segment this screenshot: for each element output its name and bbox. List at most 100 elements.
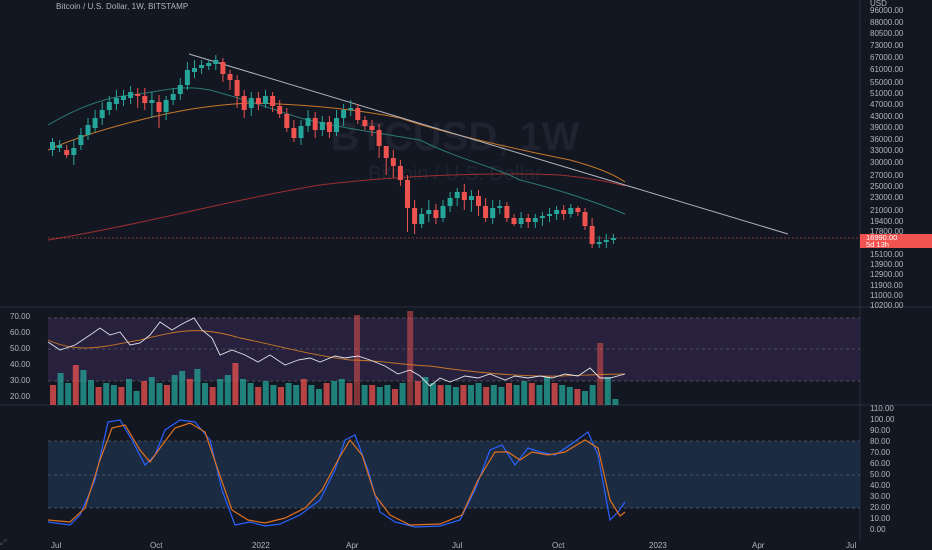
stoch-tick-label: 80.00 bbox=[870, 437, 891, 446]
candle-body bbox=[64, 150, 70, 155]
candle-body bbox=[610, 238, 616, 240]
candle-body bbox=[192, 68, 197, 72]
candle-body bbox=[326, 122, 332, 132]
candle-body bbox=[57, 145, 63, 148]
volume-bar bbox=[57, 373, 64, 405]
candle-body bbox=[199, 65, 205, 68]
volume-bar bbox=[224, 375, 231, 405]
rsi-line bbox=[47, 317, 626, 387]
candle-body bbox=[248, 98, 254, 108]
candle-body bbox=[603, 240, 609, 242]
zoom-icon[interactable]: ⤢ bbox=[0, 538, 7, 547]
volume-bar bbox=[536, 385, 543, 405]
volume-bar bbox=[293, 385, 300, 405]
price-tick-label: 12900.00 bbox=[870, 270, 904, 279]
volume-bar bbox=[202, 383, 208, 405]
volume-bar bbox=[308, 385, 315, 405]
candle-body bbox=[575, 208, 581, 212]
price-tick-label: 25000.00 bbox=[870, 182, 904, 191]
candle-body bbox=[255, 98, 261, 104]
volume-bar bbox=[110, 385, 117, 405]
volume-bar bbox=[285, 383, 292, 405]
candle-body bbox=[277, 106, 283, 114]
candle-body bbox=[490, 208, 496, 218]
current-price-badge: 16990.00 5d 13h bbox=[860, 234, 932, 248]
volume-bar bbox=[232, 363, 239, 405]
volume-bar bbox=[65, 383, 72, 405]
candles bbox=[50, 55, 616, 248]
volume-bar bbox=[217, 379, 224, 405]
candle-body bbox=[213, 60, 219, 64]
price-tick-label: 55000.00 bbox=[870, 78, 904, 87]
volume-bar bbox=[612, 399, 619, 405]
symbol-legend[interactable]: Bitcoin / U.S. Dollar, 1W, BITSTAMP bbox=[56, 2, 189, 11]
volume-bar bbox=[209, 387, 216, 405]
volume-bar bbox=[323, 383, 330, 405]
volume-bar bbox=[171, 375, 178, 405]
volume-bar bbox=[559, 385, 566, 405]
stoch-tick-label: 70.00 bbox=[870, 448, 891, 457]
candle-body bbox=[525, 218, 531, 222]
candle-body bbox=[511, 218, 517, 224]
price-tick-label: 21000.00 bbox=[870, 206, 904, 215]
candle-body bbox=[163, 100, 169, 112]
candle-body bbox=[270, 96, 276, 106]
candle-body bbox=[305, 118, 311, 126]
volume-bar bbox=[118, 387, 125, 405]
candle-body bbox=[582, 212, 588, 226]
candle-body bbox=[390, 158, 396, 166]
time-tick-label: Oct bbox=[552, 541, 565, 550]
watermark-symbol: BTCUSD, 1W bbox=[331, 115, 580, 159]
candle-body bbox=[405, 180, 410, 208]
stoch-tick-label: 20.00 bbox=[870, 503, 891, 512]
stoch-tick-label: 10.00 bbox=[870, 514, 891, 523]
volume-bar bbox=[133, 391, 140, 405]
candle-body bbox=[149, 100, 155, 103]
volume-bar bbox=[392, 389, 398, 405]
candle-body bbox=[106, 102, 112, 110]
volume-bar bbox=[331, 381, 338, 405]
candle-body bbox=[184, 70, 190, 85]
price-tick-label: 61000.00 bbox=[870, 65, 904, 74]
price-tick-label: 36000.00 bbox=[870, 135, 904, 144]
candle-body bbox=[319, 122, 325, 130]
stoch-tick-label: 50.00 bbox=[870, 470, 891, 479]
candle-body bbox=[547, 214, 552, 216]
candle-body bbox=[312, 118, 318, 130]
volume-bar bbox=[240, 379, 246, 405]
candle-body bbox=[362, 120, 368, 126]
volume-bar bbox=[422, 377, 429, 405]
stoch-tick-label: 40.00 bbox=[870, 481, 891, 490]
volume-bar bbox=[582, 391, 588, 405]
price-tick-label: 33000.00 bbox=[870, 146, 904, 155]
candle-body bbox=[497, 206, 503, 208]
volume-bar bbox=[521, 381, 528, 405]
candle-body bbox=[50, 142, 55, 150]
candle-body bbox=[92, 118, 98, 128]
candle-body bbox=[291, 128, 297, 138]
price-tick-label: 10200.00 bbox=[870, 301, 904, 310]
price-tick-label: 30000.00 bbox=[870, 158, 904, 167]
candle-body bbox=[113, 98, 119, 104]
price-tick-label: 73000.00 bbox=[870, 41, 904, 50]
candle-body bbox=[426, 210, 432, 214]
candle-body bbox=[355, 108, 361, 120]
volume-bar bbox=[376, 387, 383, 405]
rsi-tick-label: 70.00 bbox=[10, 312, 31, 321]
volume-bar bbox=[148, 377, 155, 405]
candle-body bbox=[241, 96, 247, 110]
stoch-d-line bbox=[47, 422, 626, 526]
price-tick-label: 17800.00 bbox=[870, 227, 904, 236]
candle-body bbox=[397, 166, 403, 180]
volume-bar bbox=[460, 385, 467, 405]
candle-body bbox=[334, 118, 339, 132]
volume-bar bbox=[50, 385, 56, 405]
trendline[interactable] bbox=[188, 53, 789, 235]
candle-body bbox=[383, 146, 389, 158]
volume-bar bbox=[513, 385, 520, 405]
ma-orange-line bbox=[47, 102, 626, 183]
volume-bar bbox=[179, 371, 186, 405]
stoch-band bbox=[48, 441, 860, 508]
candle-body bbox=[461, 192, 467, 200]
